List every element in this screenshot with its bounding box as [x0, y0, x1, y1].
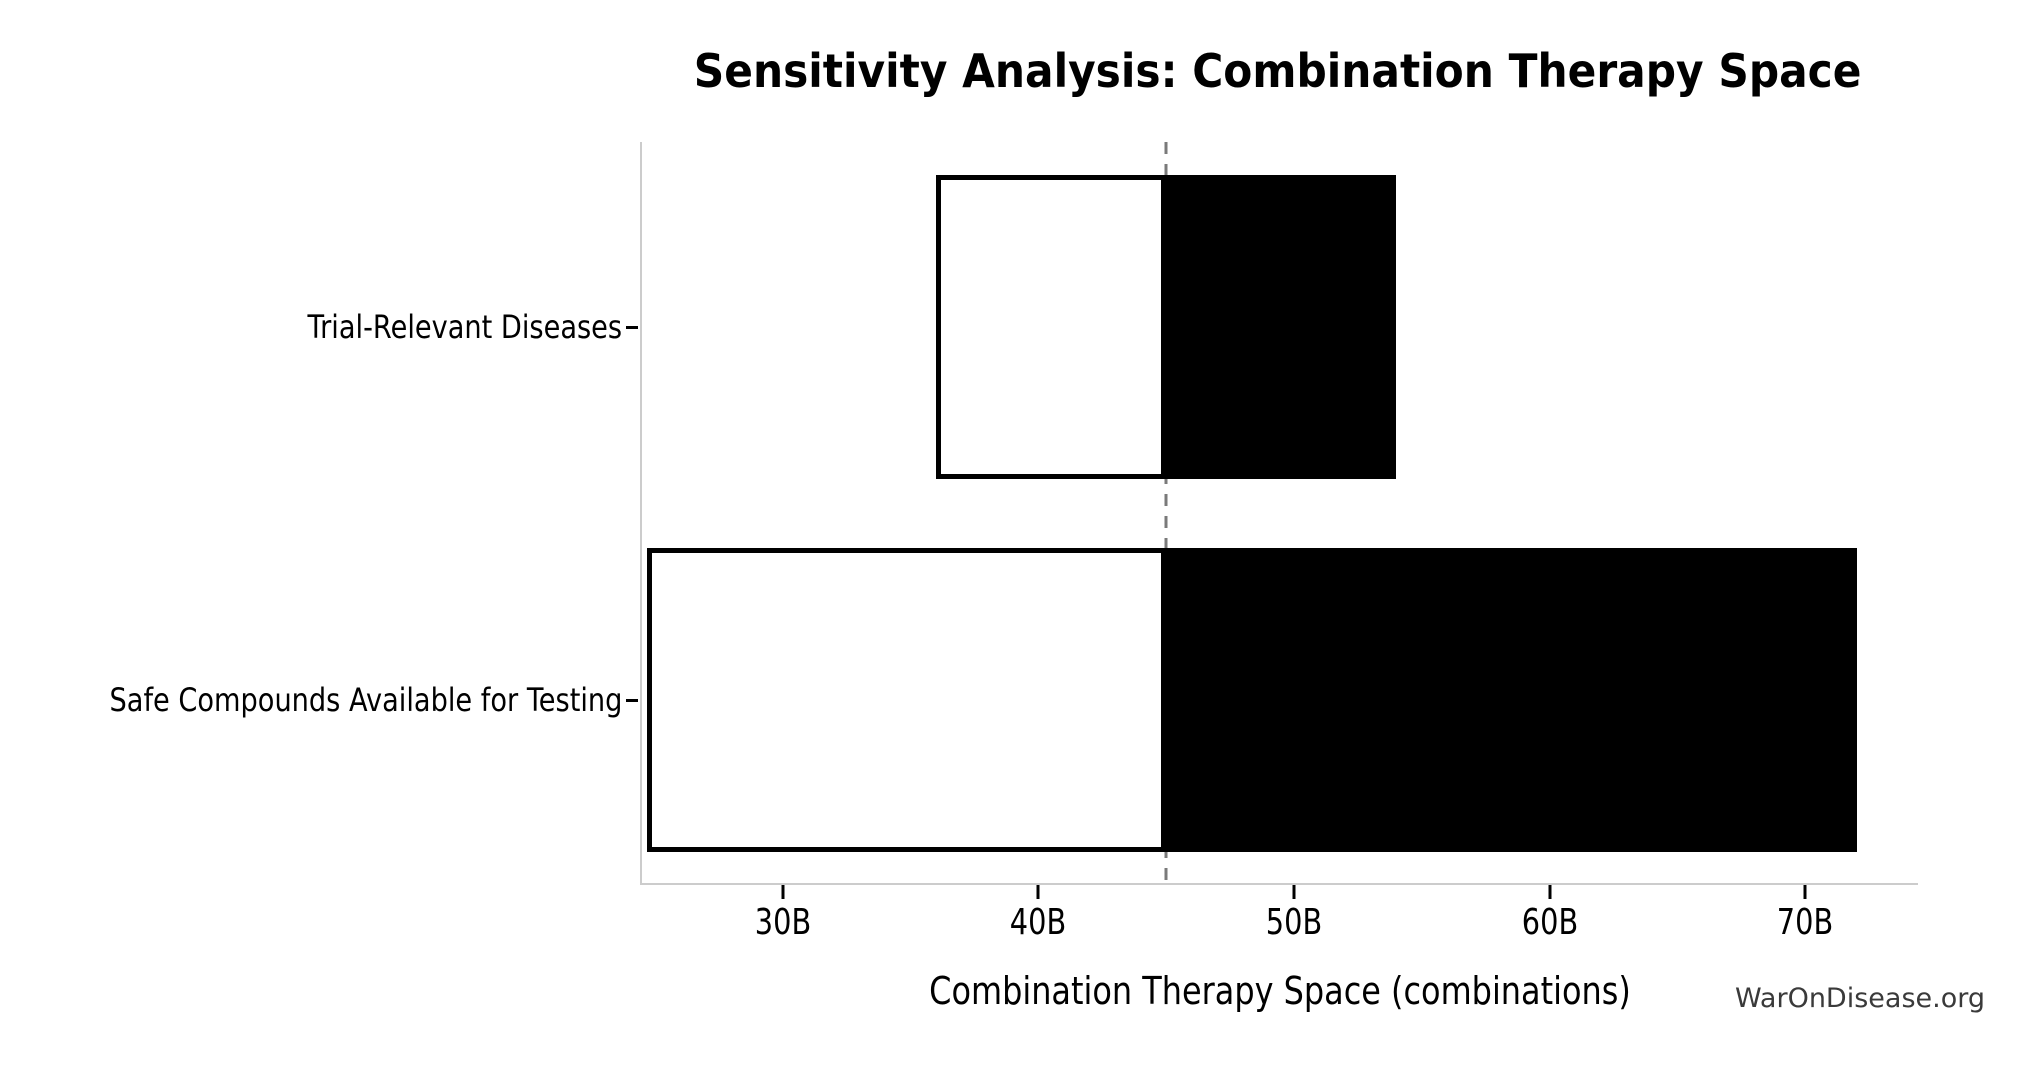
- x-tick-label-text: 60B: [1521, 902, 1578, 943]
- x-tick-mark: [781, 885, 785, 899]
- watermark: WarOnDisease.org: [1734, 983, 1985, 1014]
- x-tick-label-text: 50B: [1265, 902, 1323, 943]
- baseline-dashed-line: [1164, 142, 1168, 883]
- x-tick-label: 60B: [1515, 903, 1586, 943]
- y-tick-mark: [626, 325, 638, 329]
- x-tick-label: 30B: [747, 903, 818, 943]
- x-tick-label: 70B: [1770, 903, 1841, 943]
- bar-high-segment: [1166, 175, 1397, 479]
- y-tick-label: Trial-Relevant Diseases: [0, 307, 622, 347]
- x-tick-mark: [1292, 885, 1296, 899]
- bar-high-segment: [1166, 548, 1857, 852]
- chart-title: Sensitivity Analysis: Combination Therap…: [640, 48, 1916, 94]
- y-tick-mark: [626, 698, 638, 702]
- x-tick-mark: [1548, 885, 1552, 899]
- x-axis-label-text: Combination Therapy Space (combinations): [929, 969, 1631, 1013]
- x-tick-label-text: 30B: [754, 902, 811, 943]
- bar-low-segment: [647, 548, 1167, 852]
- y-tick-label: Safe Compounds Available for Testing: [0, 680, 622, 720]
- x-tick-label-text: 70B: [1777, 902, 1834, 943]
- x-tick-label-text: 40B: [1010, 902, 1067, 943]
- x-tick-label: 50B: [1259, 903, 1330, 943]
- bar-low-segment: [936, 175, 1167, 479]
- chart-title-text: Sensitivity Analysis: Combination Therap…: [694, 44, 1862, 98]
- x-tick-mark: [1803, 885, 1807, 899]
- plot-area: Combination Therapy Space (combinations)…: [640, 142, 1918, 1013]
- x-axis-label: Combination Therapy Space (combinations): [862, 969, 1697, 1013]
- x-tick-mark: [1036, 885, 1040, 899]
- x-tick-label: 40B: [1003, 903, 1074, 943]
- y-tick-label-text: Trial-Relevant Diseases: [307, 308, 622, 346]
- y-tick-label-text: Safe Compounds Available for Testing: [109, 681, 622, 719]
